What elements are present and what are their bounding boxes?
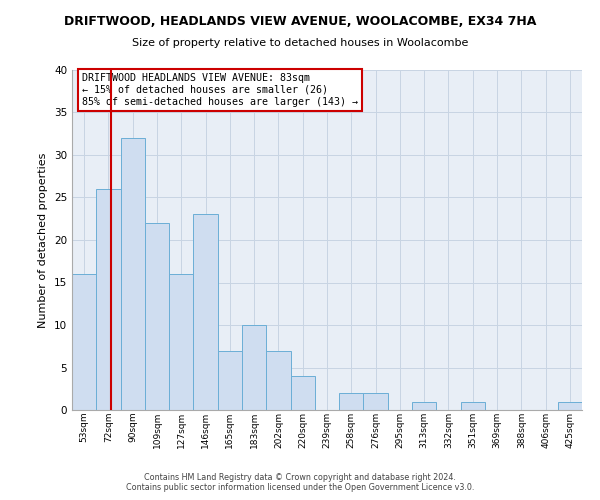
Text: DRIFTWOOD, HEADLANDS VIEW AVENUE, WOOLACOMBE, EX34 7HA: DRIFTWOOD, HEADLANDS VIEW AVENUE, WOOLAC… [64, 15, 536, 28]
Bar [364, 393, 388, 410]
Bar [169, 274, 193, 410]
Bar [121, 138, 145, 410]
Bar [339, 393, 364, 410]
Bar [145, 223, 169, 410]
Bar [218, 350, 242, 410]
Text: Contains HM Land Registry data © Crown copyright and database right 2024.: Contains HM Land Registry data © Crown c… [144, 474, 456, 482]
Bar [242, 325, 266, 410]
Bar [461, 402, 485, 410]
Bar [558, 402, 582, 410]
Text: DRIFTWOOD HEADLANDS VIEW AVENUE: 83sqm
← 15% of detached houses are smaller (26): DRIFTWOOD HEADLANDS VIEW AVENUE: 83sqm ←… [82, 74, 358, 106]
Bar [290, 376, 315, 410]
Bar [266, 350, 290, 410]
Bar [193, 214, 218, 410]
Bar [412, 402, 436, 410]
Bar [72, 274, 96, 410]
Text: Size of property relative to detached houses in Woolacombe: Size of property relative to detached ho… [132, 38, 468, 48]
Bar [96, 189, 121, 410]
Text: Contains public sector information licensed under the Open Government Licence v3: Contains public sector information licen… [126, 484, 474, 492]
Y-axis label: Number of detached properties: Number of detached properties [38, 152, 49, 328]
